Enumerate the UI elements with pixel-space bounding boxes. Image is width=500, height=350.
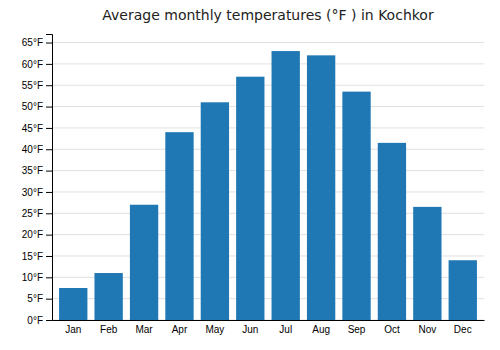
- grid-line: [52, 42, 484, 43]
- y-tick-label: 0°F: [27, 315, 43, 326]
- y-tick: 45°F: [22, 123, 52, 134]
- y-tick-label: 65°F: [22, 37, 43, 48]
- y-tick-label: 25°F: [22, 208, 43, 219]
- x-tick: Oct: [384, 324, 400, 335]
- y-tick: 15°F: [22, 251, 52, 262]
- x-axis: Jan Feb Mar Apr May Jun Jul Aug Sep Oct Nov Dec: [53, 321, 485, 336]
- grid: [52, 43, 484, 320]
- y-tick-mark: [46, 192, 52, 193]
- bar: [59, 288, 87, 320]
- y-tick-label: 15°F: [22, 251, 43, 262]
- grid-line: [52, 63, 484, 64]
- y-tick: 60°F: [22, 59, 52, 70]
- x-tick-label: Apr: [172, 324, 188, 335]
- bar: [413, 207, 441, 320]
- y-axis-line: [46, 35, 53, 321]
- y-tick-label: 60°F: [22, 59, 43, 70]
- y-tick-mark: [46, 149, 52, 150]
- bar: [165, 132, 193, 320]
- y-tick: 30°F: [22, 187, 52, 198]
- grid-line: [52, 149, 484, 150]
- bar: [94, 273, 122, 320]
- grid-line: [52, 85, 484, 86]
- y-tick: 5°F: [27, 293, 52, 304]
- x-tick: Nov: [418, 324, 436, 335]
- chart-svg: 0°F 5°F 10°F 15°F 20°F 25°F 30°F 35°F 40°F 45°F 50…: [0, 0, 500, 350]
- x-tick-label: Jan: [65, 324, 81, 335]
- grid-line: [52, 170, 484, 171]
- y-tick-label: 10°F: [22, 272, 43, 283]
- x-tick-label: Dec: [454, 324, 472, 335]
- y-tick: 0°F: [27, 315, 52, 326]
- bar: [342, 92, 370, 320]
- x-tick: Apr: [172, 324, 188, 335]
- y-tick: 65°F: [22, 37, 52, 48]
- y-tick: 35°F: [22, 165, 52, 176]
- x-tick: Mar: [135, 324, 153, 335]
- grid-line: [52, 106, 484, 107]
- grid-line: [52, 127, 484, 128]
- x-tick-label: Jun: [242, 324, 258, 335]
- bar: [201, 102, 229, 320]
- chart-container: 0°F 5°F 10°F 15°F 20°F 25°F 30°F 35°F 40°F 45°F 50…: [0, 0, 500, 350]
- x-tick: Dec: [454, 324, 472, 335]
- bar: [307, 55, 335, 320]
- y-tick-mark: [46, 128, 52, 129]
- y-tick-mark: [46, 43, 52, 44]
- y-tick-mark: [46, 277, 52, 278]
- x-tick-label: Nov: [418, 324, 436, 335]
- bar: [130, 205, 158, 320]
- y-tick-mark: [46, 171, 52, 172]
- x-tick: Jul: [279, 324, 292, 335]
- x-tick-label: May: [205, 324, 224, 335]
- y-tick-label: 55°F: [22, 80, 43, 91]
- x-tick: Sep: [348, 324, 366, 335]
- bars: [59, 51, 477, 320]
- y-tick-mark: [46, 235, 52, 236]
- x-tick: Feb: [100, 324, 118, 335]
- bar: [236, 77, 264, 320]
- y-tick-mark: [46, 85, 52, 86]
- x-tick-label: Sep: [348, 324, 366, 335]
- y-tick-label: 35°F: [22, 165, 43, 176]
- plot-area: 0°F 5°F 10°F 15°F 20°F 25°F 30°F 35°F 40°F 45°F 50…: [22, 35, 485, 336]
- x-tick: Jan: [65, 324, 81, 335]
- y-tick-mark: [46, 256, 52, 257]
- x-tick-label: Mar: [135, 324, 153, 335]
- y-axis: 0°F 5°F 10°F 15°F 20°F 25°F 30°F 35°F 40°F 45°F 50…: [22, 35, 53, 326]
- x-tick: May: [205, 324, 224, 335]
- y-tick-label: 50°F: [22, 101, 43, 112]
- y-tick-label: 40°F: [22, 144, 43, 155]
- x-tick-label: Aug: [312, 324, 330, 335]
- y-tick: 55°F: [22, 80, 52, 91]
- x-tick: Jun: [242, 324, 258, 335]
- y-tick: 10°F: [22, 272, 52, 283]
- y-tick-label: 45°F: [22, 123, 43, 134]
- x-tick: Aug: [312, 324, 330, 335]
- grid-line: [52, 191, 484, 192]
- y-tick: 20°F: [22, 229, 52, 240]
- bar: [449, 260, 477, 320]
- x-tick-label: Oct: [384, 324, 400, 335]
- x-tick-label: Jul: [279, 324, 292, 335]
- y-tick: 25°F: [22, 208, 52, 219]
- y-tick-label: 20°F: [22, 229, 43, 240]
- y-tick-mark: [46, 213, 52, 214]
- y-tick-label: 30°F: [22, 187, 43, 198]
- x-tick-label: Feb: [100, 324, 118, 335]
- title: Average monthly temperatures (°F ) in Ko…: [102, 7, 434, 23]
- bar: [272, 51, 300, 320]
- bar: [378, 143, 406, 320]
- y-tick-mark: [46, 107, 52, 108]
- y-tick: 40°F: [22, 144, 52, 155]
- y-tick-mark: [46, 299, 52, 300]
- y-tick-label: 5°F: [27, 293, 43, 304]
- x-axis-line: [53, 320, 485, 321]
- y-tick: 50°F: [22, 101, 52, 112]
- y-tick-mark: [46, 320, 52, 321]
- y-tick-mark: [46, 64, 52, 65]
